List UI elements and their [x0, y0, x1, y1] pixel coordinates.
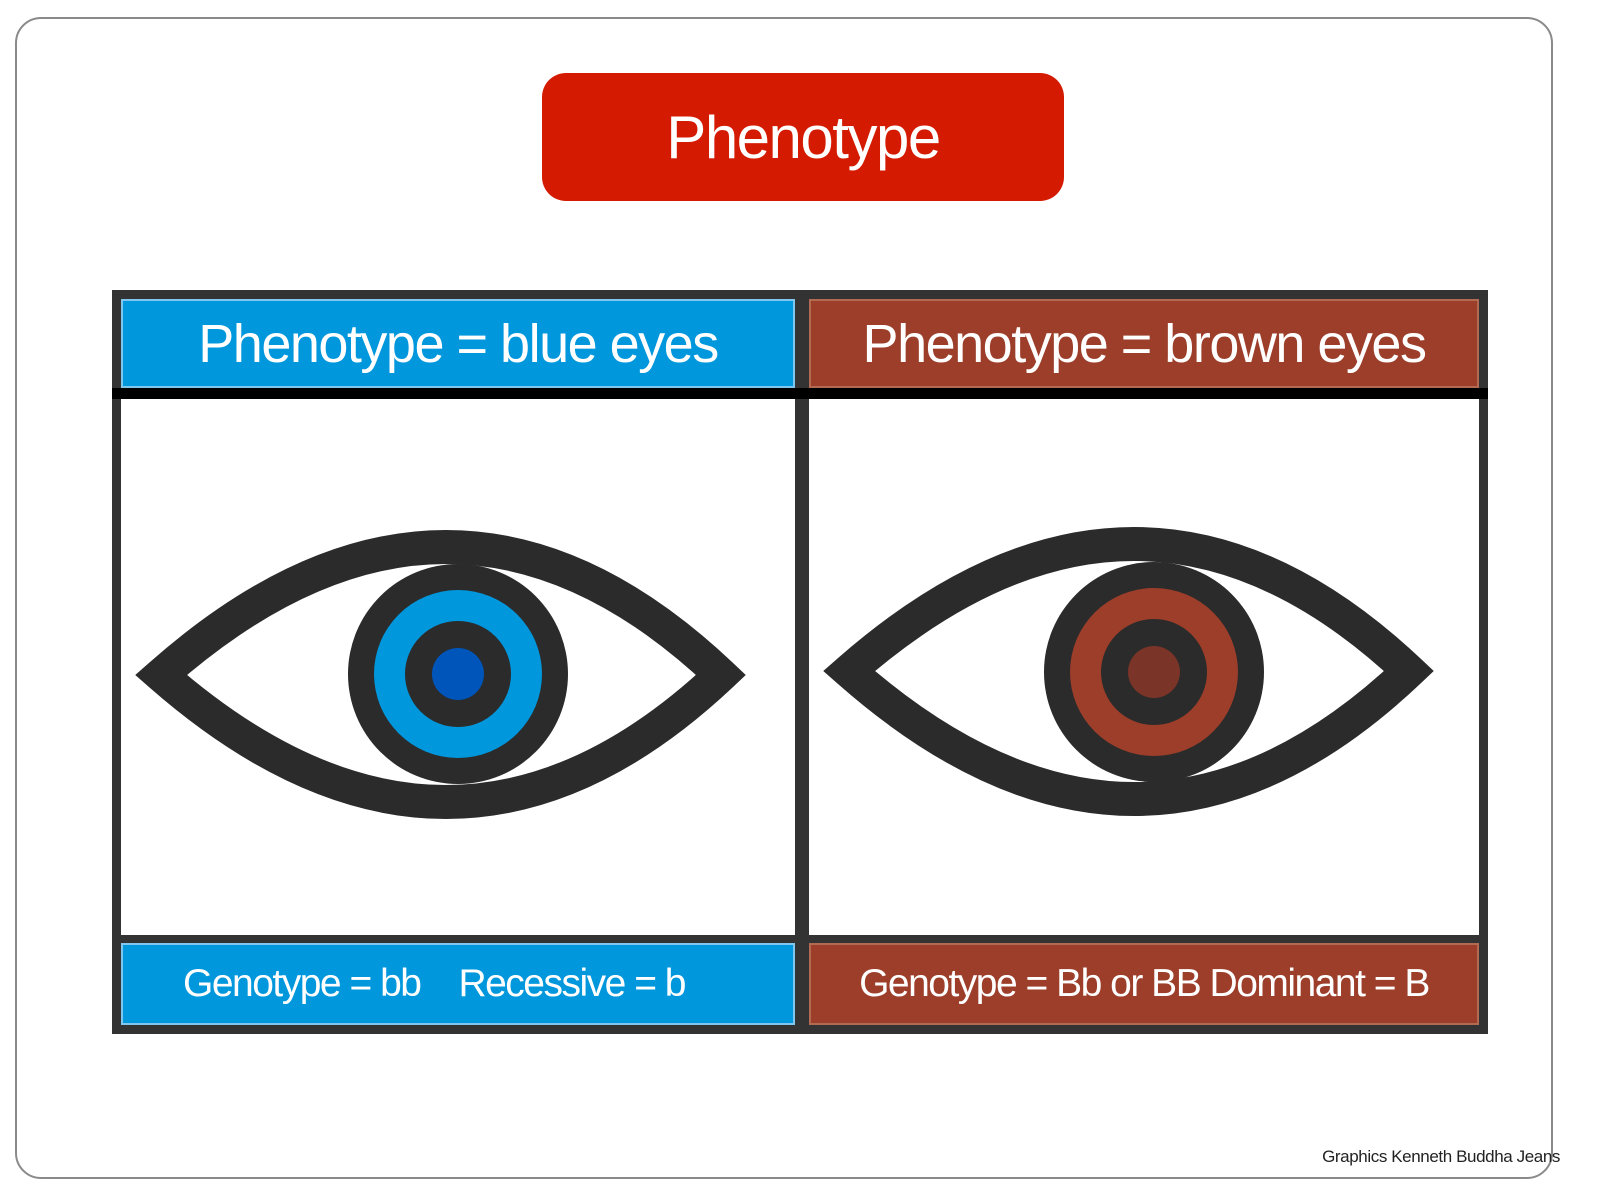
blue-eyes-footer: Genotype = bb Recessive = b — [121, 943, 795, 1025]
blue-eye-panel — [121, 399, 795, 935]
blue-pupil — [432, 648, 484, 700]
blue-eyes-header: Phenotype = blue eyes — [121, 299, 795, 388]
title-text: Phenotype — [666, 103, 941, 171]
comparison-table: Phenotype = blue eyes Phenotype = brown … — [112, 290, 1488, 1034]
brown-eyes-footer: Genotype = Bb or BB Dominant = B — [809, 943, 1479, 1025]
brown-eye-panel — [809, 399, 1479, 935]
blue-eyes-header-text: Phenotype = blue eyes — [198, 313, 719, 374]
header-divider — [112, 388, 1488, 399]
brown-eye-icon — [823, 527, 1434, 816]
brown-pupil — [1128, 646, 1180, 698]
credit-text: Graphics Kenneth Buddha Jeans — [1322, 1147, 1560, 1166]
blue-eye-icon — [135, 530, 746, 819]
blue-genotype-text: Genotype = bb — [183, 962, 422, 1005]
title-banner: Phenotype — [542, 73, 1064, 201]
brown-eyes-header-text: Phenotype = brown eyes — [862, 313, 1427, 374]
brown-genotype-text: Genotype = Bb or BB Dominant = B — [859, 962, 1430, 1005]
recessive-allele-text: Recessive = b — [458, 962, 686, 1005]
brown-eyes-header: Phenotype = brown eyes — [809, 299, 1479, 388]
